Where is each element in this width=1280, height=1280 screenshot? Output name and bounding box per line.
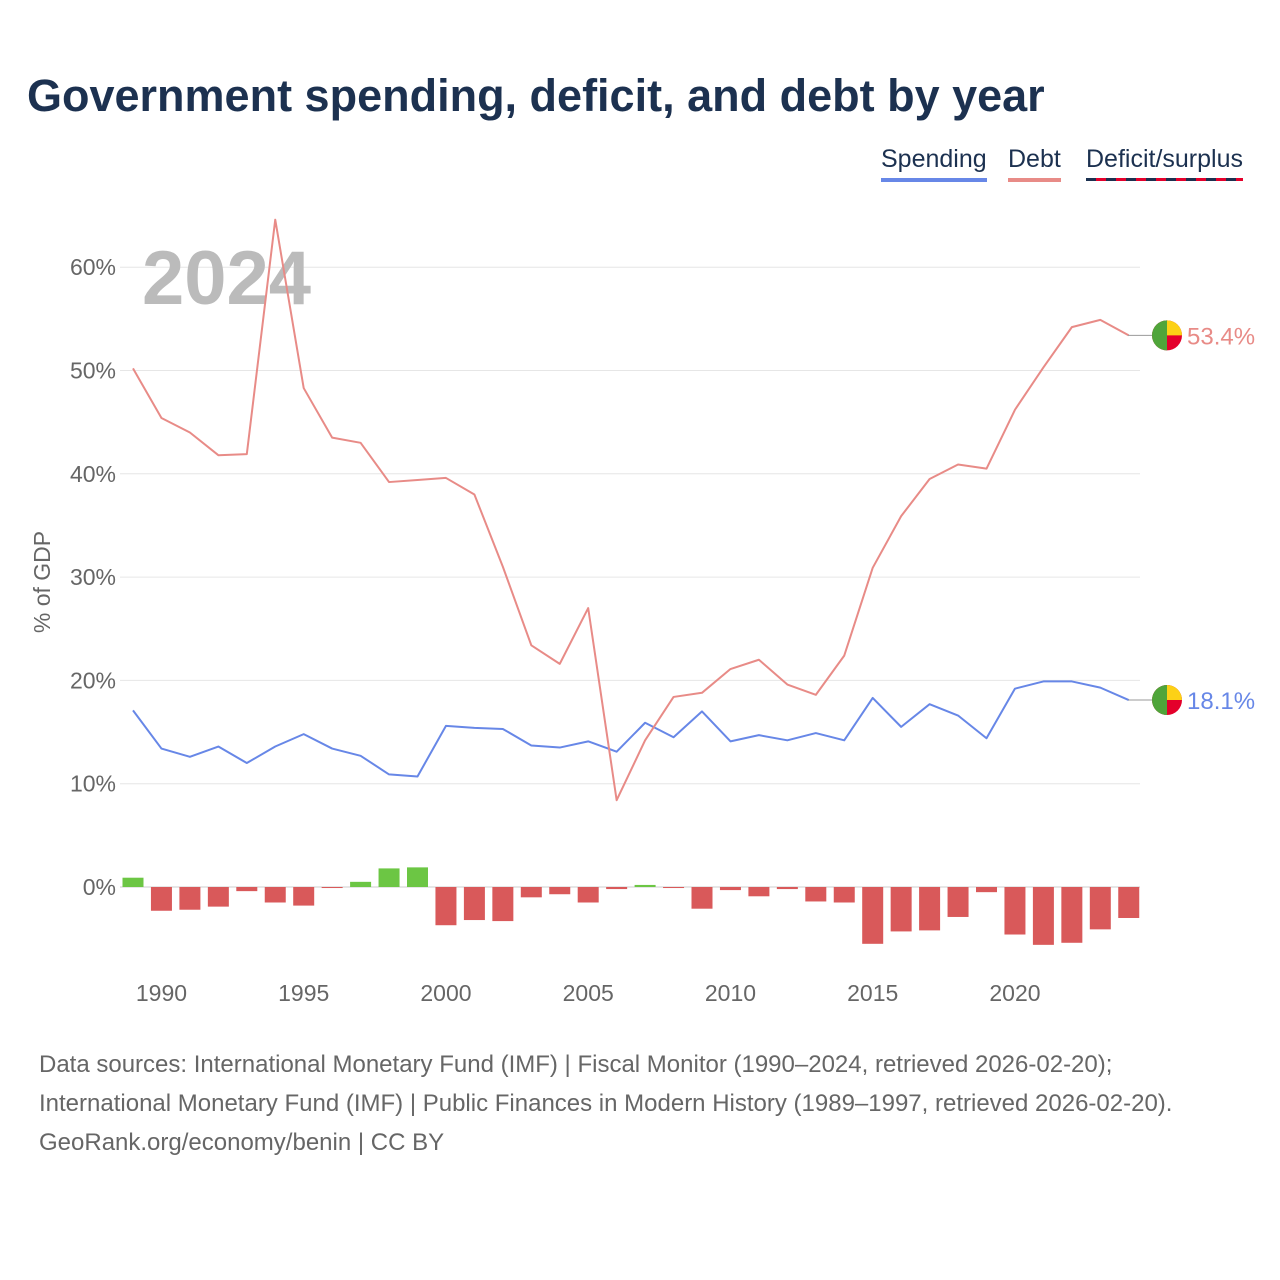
y-tick-label: 10% — [70, 771, 116, 797]
year-watermark: 2024 — [142, 236, 311, 321]
deficit-bar — [1118, 887, 1140, 918]
x-tick-label: 2005 — [563, 980, 614, 1006]
x-tick-label: 1995 — [278, 980, 329, 1006]
deficit-bar — [606, 887, 628, 890]
deficit-bar — [549, 887, 571, 895]
deficit-bar — [378, 868, 400, 887]
deficit-bar — [463, 887, 485, 921]
deficit-bar — [1061, 887, 1083, 943]
deficit-bar — [1032, 887, 1054, 945]
legend-debt[interactable]: Debt — [1008, 145, 1061, 182]
benin-flag-icon — [1152, 320, 1182, 351]
y-tick-label: 30% — [70, 564, 116, 590]
deficit-bar — [663, 887, 685, 889]
deficit-bar — [122, 877, 144, 887]
deficit-bar — [1004, 887, 1026, 935]
deficit-bar — [634, 884, 656, 887]
deficit-bar — [407, 867, 428, 887]
deficit-bar — [748, 887, 770, 897]
y-tick-label: 20% — [70, 667, 116, 693]
spending-line — [132, 680, 1130, 778]
y-tick-label: 60% — [70, 254, 116, 280]
deficit-bar — [862, 887, 884, 944]
deficit-bar — [833, 887, 855, 903]
deficit-bar — [207, 887, 229, 907]
y-axis-label: % of GDP — [29, 531, 55, 633]
spending-end-label: 18.1% — [1187, 688, 1255, 715]
deficit-bar — [719, 887, 741, 891]
deficit-bar — [976, 887, 997, 893]
flag-green — [1152, 685, 1167, 716]
debt-line — [132, 218, 1130, 802]
flag-green — [1152, 320, 1167, 351]
benin-flag-icon — [1152, 685, 1182, 716]
chart-title: Government spending, deficit, and debt b… — [27, 70, 1045, 121]
deficit-bar — [691, 887, 713, 909]
x-tick-label: 2010 — [705, 980, 756, 1006]
debt-end-label: 53.4% — [1187, 323, 1255, 350]
deficit-bar — [321, 887, 343, 889]
x-tick-label: 2015 — [847, 980, 898, 1006]
deficit-bar — [520, 887, 542, 898]
deficit-bar — [350, 881, 372, 887]
attribution-link[interactable]: GeoRank.org/economy/benin | CC BY — [39, 1129, 445, 1156]
deficit-bar — [492, 887, 514, 922]
deficit-bar — [179, 887, 201, 910]
x-tick-label: 2000 — [420, 980, 471, 1006]
legend-deficit-surplus[interactable]: Deficit/surplus — [1086, 145, 1243, 181]
deficit-bar — [264, 887, 286, 903]
y-tick-label: 40% — [70, 461, 116, 487]
deficit-bar — [150, 887, 172, 911]
deficit-bar — [236, 887, 258, 892]
footer: Data sources: International Monetary Fun… — [39, 1045, 1239, 1162]
y-tick-label: 0% — [83, 874, 116, 900]
flag-yellow — [1167, 685, 1182, 701]
deficit-bar — [947, 887, 969, 917]
x-tick-label: 2020 — [989, 980, 1040, 1006]
flag-yellow — [1167, 320, 1182, 336]
deficit-bar — [577, 887, 599, 903]
data-sources: Data sources: International Monetary Fun… — [39, 1051, 1173, 1117]
deficit-bar — [435, 887, 457, 926]
deficit-bar — [293, 887, 315, 906]
y-tick-label: 50% — [70, 358, 116, 384]
deficit-bar — [776, 887, 798, 890]
deficit-bar — [1089, 887, 1111, 930]
legend-spending[interactable]: Spending — [881, 145, 987, 182]
deficit-bar — [890, 887, 912, 932]
x-tick-label: 1990 — [136, 980, 187, 1006]
deficit-bar — [919, 887, 941, 931]
deficit-bar — [805, 887, 827, 902]
